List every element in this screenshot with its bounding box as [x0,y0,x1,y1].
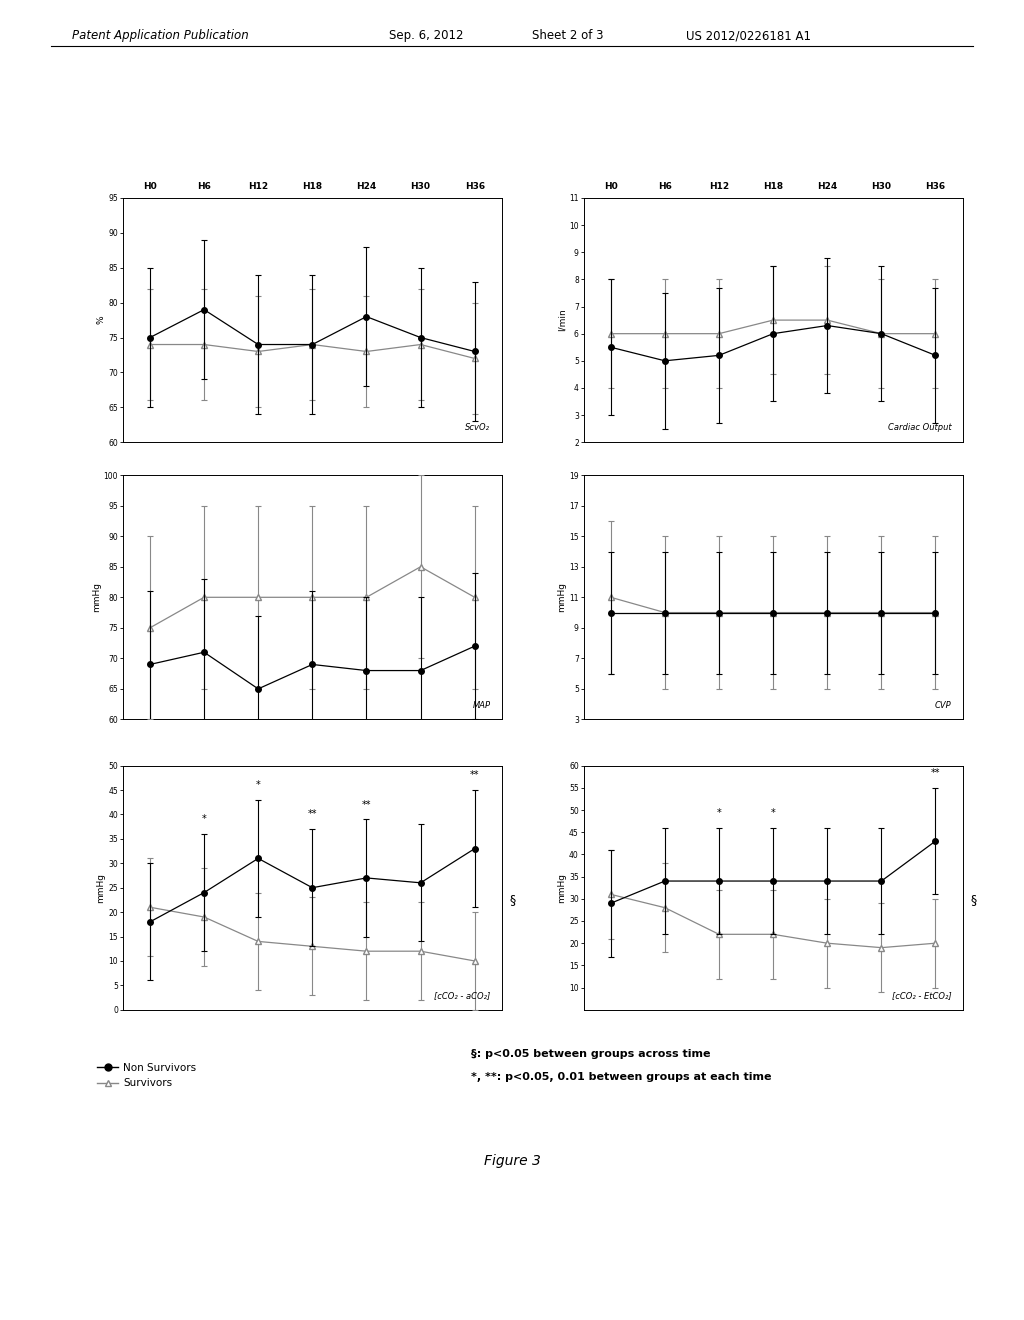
Text: Sep. 6, 2012: Sep. 6, 2012 [389,29,464,42]
Text: *, **: p<0.05, 0.01 between groups at each time: *, **: p<0.05, 0.01 between groups at ea… [471,1072,771,1082]
Y-axis label: %: % [96,315,105,325]
Y-axis label: mmHg: mmHg [96,873,105,903]
Text: H12: H12 [248,182,268,191]
Y-axis label: mmHg: mmHg [92,582,100,612]
Text: H24: H24 [356,182,377,191]
Text: **: ** [361,800,371,809]
Text: H12: H12 [709,182,729,191]
Text: H6: H6 [658,182,672,191]
Text: *: * [256,780,260,789]
Text: *: * [771,808,775,818]
Text: H6: H6 [198,182,211,191]
Text: H24: H24 [817,182,838,191]
Text: *: * [717,808,721,818]
Text: H0: H0 [143,182,157,191]
Text: [cCO₂ - EtCO₂]: [cCO₂ - EtCO₂] [892,991,951,1001]
Text: Patent Application Publication: Patent Application Publication [72,29,249,42]
Text: H36: H36 [926,182,945,191]
Text: MAP: MAP [472,701,490,710]
Text: **: ** [931,768,940,777]
Y-axis label: mmHg: mmHg [557,582,566,612]
Text: §: § [509,894,516,907]
Text: Cardiac Output: Cardiac Output [888,424,951,433]
Text: Figure 3: Figure 3 [483,1154,541,1168]
Text: ScvO₂: ScvO₂ [465,424,490,433]
Text: §: § [970,894,977,907]
Text: H30: H30 [871,182,891,191]
Text: §: p<0.05 between groups across time: §: p<0.05 between groups across time [471,1049,711,1060]
Y-axis label: l/min: l/min [557,309,566,331]
Legend: Non Survivors, Survivors: Non Survivors, Survivors [97,1063,197,1089]
Text: US 2012/0226181 A1: US 2012/0226181 A1 [686,29,811,42]
Text: H30: H30 [411,182,430,191]
Text: [cCO₂ - aCO₂]: [cCO₂ - aCO₂] [434,991,490,1001]
Text: H18: H18 [302,182,323,191]
Y-axis label: mmHg: mmHg [557,873,566,903]
Text: **: ** [470,771,479,780]
Text: H0: H0 [604,182,617,191]
Text: CVP: CVP [935,701,951,710]
Text: H36: H36 [465,182,484,191]
Text: H18: H18 [763,182,783,191]
Text: Sheet 2 of 3: Sheet 2 of 3 [532,29,604,42]
Text: **: ** [307,809,317,820]
Text: *: * [202,814,207,824]
